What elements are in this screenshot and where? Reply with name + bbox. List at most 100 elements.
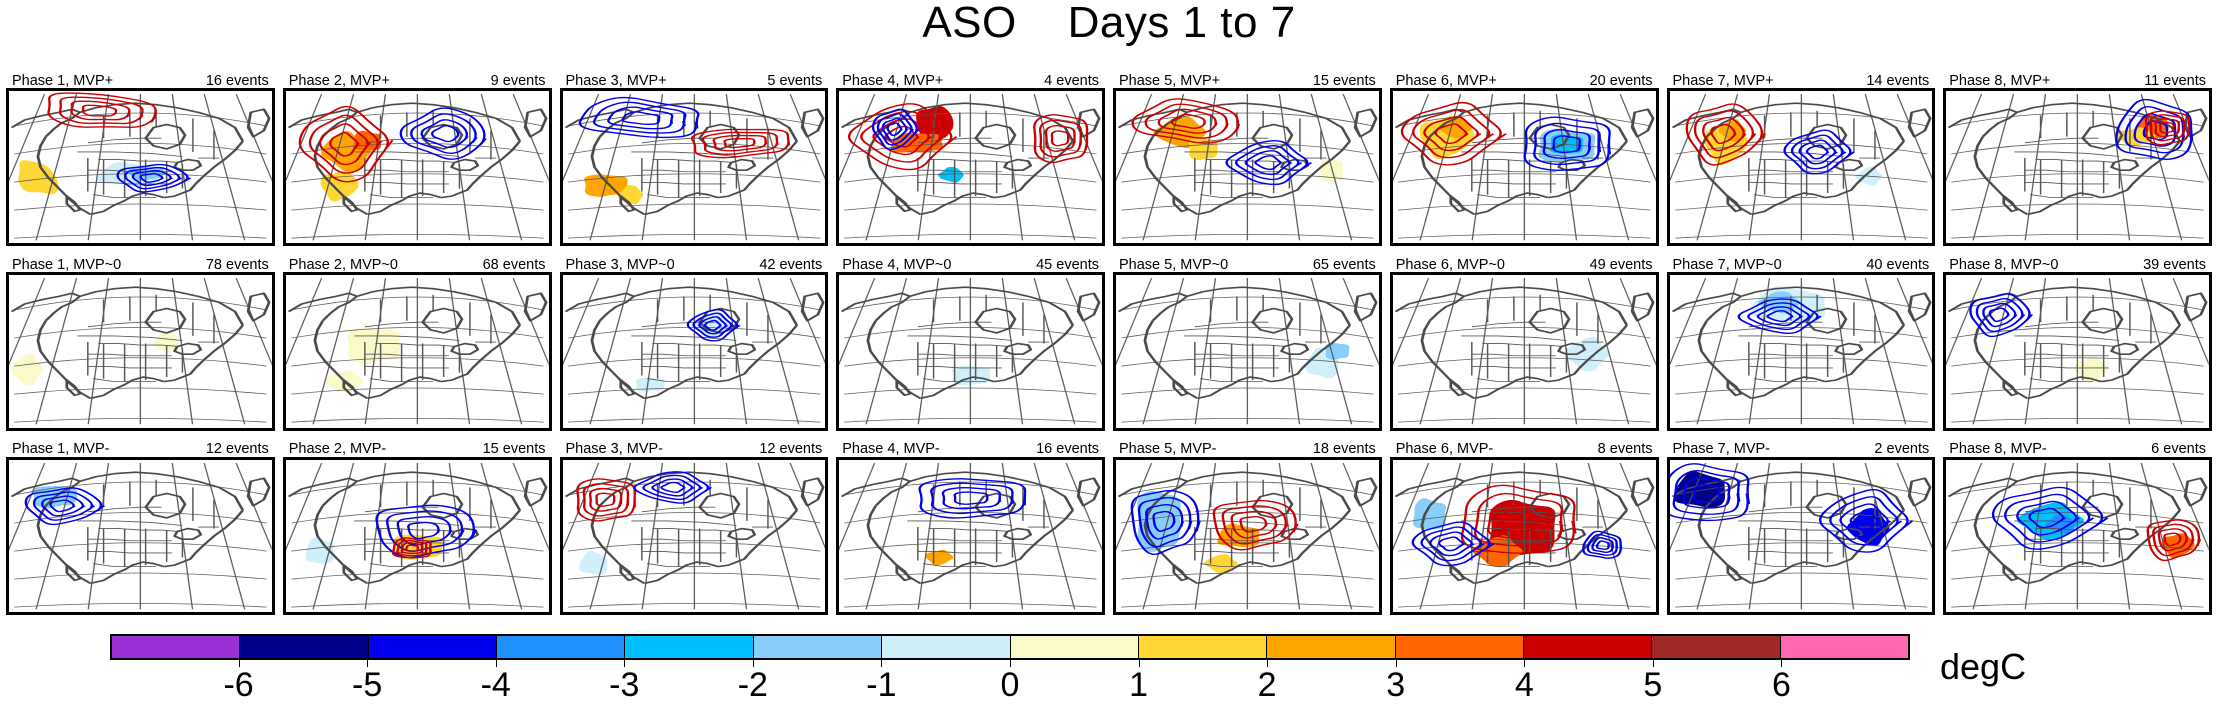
map-frame[interactable]	[1113, 272, 1382, 431]
map-frame[interactable]	[282, 272, 552, 431]
contour-layer	[578, 96, 790, 159]
colorbar-cell	[1009, 636, 1138, 658]
panel-title: Phase 5, MVP+ 15 events	[1113, 70, 1382, 88]
colorbar-cell	[239, 636, 368, 658]
panel-event-count: 45 events	[1036, 256, 1099, 273]
map-panel[interactable]: Phase 8, MVP- 6 events	[1943, 439, 2212, 615]
shaded-region	[1564, 336, 1612, 372]
map-frame[interactable]	[1113, 456, 1382, 615]
map-canvas	[562, 462, 826, 609]
state-borders	[2014, 295, 2157, 383]
map-panel[interactable]: Phase 4, MVP- 16 events	[836, 439, 1105, 615]
map-frame[interactable]	[559, 88, 829, 247]
map-panel[interactable]: Phase 1, MVP- 12 events	[6, 439, 275, 615]
map-panel[interactable]: Phase 5, MVP~0 65 events	[1113, 254, 1382, 431]
map-panel[interactable]: Phase 2, MVP- 15 events	[282, 439, 552, 615]
panel-title: Phase 7, MVP~0 40 events	[1667, 254, 1936, 272]
map-frame[interactable]	[1666, 456, 1936, 615]
panel-title-phase: Phase 1, MVP+	[12, 72, 114, 89]
panel-title-phase: Phase 3, MVP~0	[565, 256, 675, 273]
map-frame[interactable]	[6, 88, 275, 247]
map-canvas	[839, 93, 1102, 241]
colorbar-tick-label: -2	[737, 666, 768, 704]
panel-title-phase: Phase 6, MVP-	[1395, 441, 1494, 458]
map-canvas	[839, 462, 1102, 609]
map-panel[interactable]: Phase 7, MVP- 2 events	[1666, 439, 1936, 615]
panel-event-count: 42 events	[759, 256, 823, 273]
shading-layer	[10, 331, 180, 386]
graticule	[839, 93, 1102, 241]
map-panel[interactable]: Phase 7, MVP+ 14 events	[1666, 70, 1936, 247]
map-panel[interactable]: Phase 8, MVP+ 11 events	[1943, 70, 2212, 247]
map-panel[interactable]: Phase 7, MVP~0 40 events	[1666, 254, 1936, 431]
colorbar-tick-label: -3	[609, 666, 640, 704]
state-borders	[630, 479, 773, 567]
map-frame[interactable]	[1389, 88, 1659, 247]
map-frame[interactable]	[6, 456, 275, 615]
panel-event-count: 49 events	[1589, 256, 1653, 273]
graticule	[1669, 462, 1933, 609]
map-panel[interactable]: Phase 6, MVP~0 49 events	[1389, 254, 1659, 431]
panel-event-count: 78 events	[205, 256, 269, 273]
map-panel[interactable]: Phase 6, MVP- 8 events	[1389, 439, 1659, 615]
map-frame[interactable]	[559, 272, 829, 431]
coastline	[1394, 102, 1655, 216]
panel-event-count: 20 events	[1589, 72, 1653, 89]
map-frame[interactable]	[1943, 88, 2212, 247]
map-frame[interactable]	[1389, 456, 1659, 615]
map-panel[interactable]: Phase 6, MVP+ 20 events	[1389, 70, 1659, 247]
map-panel[interactable]: Phase 1, MVP~0 78 events	[6, 254, 275, 431]
colorbar-tick-label: 4	[1514, 666, 1534, 704]
map-frame[interactable]	[1666, 272, 1936, 431]
colorbar-cell	[1137, 636, 1267, 658]
map-panel[interactable]: Phase 8, MVP~0 39 events	[1943, 254, 2212, 431]
coastline	[564, 471, 825, 584]
colorbar-tick-label: -1	[866, 666, 897, 704]
panel-event-count: 40 events	[1866, 256, 1930, 273]
map-panel[interactable]: Phase 5, MVP+ 15 events	[1113, 70, 1382, 247]
map-panel[interactable]: Phase 3, MVP- 12 events	[559, 439, 829, 615]
map-frame[interactable]	[1943, 272, 2212, 431]
map-frame[interactable]	[1113, 88, 1382, 247]
map-panel[interactable]: Phase 1, MVP+ 16 events	[6, 70, 275, 247]
map-frame[interactable]	[282, 456, 552, 615]
contour-layer	[2115, 98, 2194, 160]
map-frame[interactable]	[836, 88, 1105, 247]
panel-title: Phase 2, MVP~0 68 events	[283, 254, 552, 272]
panel-title-phase: Phase 7, MVP+	[1672, 72, 1774, 89]
map-frame[interactable]	[836, 272, 1105, 431]
panel-title: Phase 4, MVP- 16 events	[836, 439, 1105, 457]
contour-layer	[1411, 484, 1623, 566]
map-panel[interactable]: Phase 3, MVP+ 5 events	[559, 70, 829, 247]
shading-layer	[1750, 286, 1826, 324]
map-frame[interactable]	[559, 456, 829, 615]
colorbar-unit-label: degC	[1940, 646, 2027, 687]
map-frame[interactable]	[1943, 456, 2212, 615]
panel-event-count: 65 events	[1312, 256, 1376, 273]
map-frame[interactable]	[1666, 88, 1936, 247]
map-canvas	[562, 93, 826, 241]
map-frame[interactable]	[6, 272, 275, 431]
panel-title: Phase 6, MVP+ 20 events	[1390, 70, 1659, 88]
colorbar-tick	[367, 660, 369, 667]
shaded-region	[1412, 497, 1446, 530]
coastline	[1947, 471, 2208, 584]
map-frame[interactable]	[282, 88, 552, 247]
map-panel[interactable]: Phase 3, MVP~0 42 events	[559, 254, 829, 431]
map-panel[interactable]: Phase 4, MVP~0 45 events	[836, 254, 1105, 431]
map-canvas	[1946, 462, 2209, 609]
map-panel[interactable]: Phase 2, MVP+ 9 events	[282, 70, 552, 247]
map-panel[interactable]: Phase 5, MVP- 18 events	[1113, 439, 1382, 615]
map-panel[interactable]: Phase 2, MVP~0 68 events	[282, 254, 552, 431]
map-frame[interactable]	[836, 456, 1105, 615]
panel-title-phase: Phase 3, MVP-	[565, 441, 664, 458]
colorbar-ticks	[110, 660, 1910, 668]
map-frame[interactable]	[1389, 272, 1659, 431]
panel-event-count: 12 events	[759, 441, 823, 458]
map-panel[interactable]: Phase 4, MVP+ 4 events	[836, 70, 1105, 247]
state-borders	[77, 295, 220, 383]
state-borders	[354, 295, 496, 383]
panel-title-phase: Phase 8, MVP+	[1949, 72, 2051, 89]
shaded-region	[320, 170, 361, 202]
state-borders	[2014, 110, 2157, 199]
